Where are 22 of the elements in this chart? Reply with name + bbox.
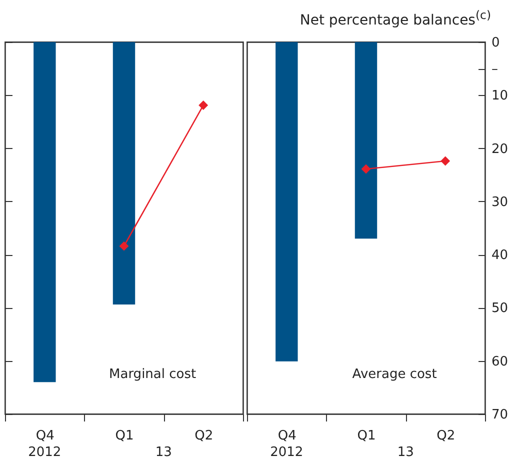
y-tick-label: 70 bbox=[492, 408, 508, 422]
y-tick-label: 20 bbox=[492, 142, 508, 157]
y-tick-label: 0 bbox=[492, 36, 500, 50]
y-tick-label: – bbox=[492, 62, 498, 78]
y-tick-label: 40 bbox=[492, 248, 508, 264]
text: 13 bbox=[155, 445, 172, 458]
x-tick-label: Q1 bbox=[115, 428, 134, 444]
text: 2012 bbox=[270, 445, 304, 458]
y-tick-label: 10 bbox=[492, 88, 508, 104]
x-tick-label: Q2 bbox=[436, 428, 456, 444]
x-tick-label: Q2 bbox=[194, 428, 214, 444]
y-tick-label: 50 bbox=[492, 301, 508, 316]
annotation: Marginal cost bbox=[109, 367, 196, 382]
text: 13 bbox=[397, 445, 414, 458]
text: 2012 bbox=[28, 445, 62, 458]
x-tick-label: Q4 bbox=[36, 428, 54, 444]
y-axis-title: Net percentage balances$^{(c)}$ bbox=[300, 8, 491, 29]
x-tick-label: Q4 bbox=[278, 428, 296, 444]
y-tick-label: 60 bbox=[492, 354, 508, 370]
x-tick-label: Q1 bbox=[357, 428, 376, 444]
y-tick-label: 30 bbox=[492, 194, 508, 210]
annotation: Average cost bbox=[352, 367, 437, 382]
